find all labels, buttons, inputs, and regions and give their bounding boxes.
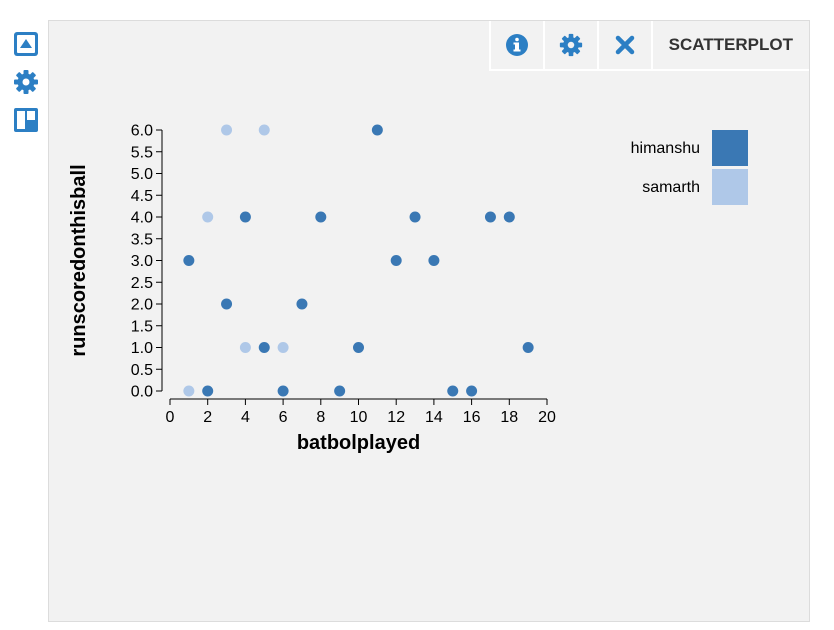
gear-icon — [559, 33, 582, 57]
x-tick-label: 6 — [279, 409, 288, 426]
collapse-up-icon[interactable] — [12, 30, 40, 58]
info-button[interactable] — [488, 21, 543, 71]
y-tick-label: 1.0 — [131, 340, 153, 357]
point-samarth-2[interactable] — [221, 124, 233, 136]
y-tick-label: 2.5 — [131, 275, 153, 292]
x-tick-label: 20 — [538, 409, 556, 426]
point-himanshu-10[interactable] — [371, 124, 383, 136]
axes: 0 2 4 6 8 10 12 14 16 18 20 0.0 0.5 1.0 1.5 2.0 2.5 3.0 3.… — [131, 123, 556, 427]
point-samarth-1[interactable] — [202, 211, 214, 223]
point-himanshu-16[interactable] — [484, 211, 496, 223]
legend-swatch-samarth — [712, 169, 748, 205]
y-tick-label: 5.0 — [131, 166, 153, 183]
close-button[interactable] — [596, 21, 651, 71]
y-axis-title: runscoredonthisball — [68, 164, 90, 356]
point-himanshu-14[interactable] — [447, 385, 459, 397]
point-himanshu-4[interactable] — [258, 342, 270, 353]
point-himanshu-15[interactable] — [466, 385, 478, 397]
legend-swatch-himanshu — [712, 130, 748, 166]
y-tick-label: 0.5 — [131, 362, 153, 379]
x-tick-label: 16 — [463, 409, 481, 426]
chart-type-title: SCATTERPLOT — [650, 21, 809, 71]
y-tick-label: 5.5 — [131, 144, 153, 161]
point-himanshu-13[interactable] — [428, 255, 440, 266]
x-tick-label: 14 — [425, 409, 443, 426]
x-tick-label: 10 — [350, 409, 368, 426]
close-icon — [615, 35, 634, 55]
point-samarth-4[interactable] — [258, 124, 270, 136]
point-himanshu-5[interactable] — [277, 385, 289, 397]
point-himanshu-2[interactable] — [221, 298, 233, 310]
layout-icon[interactable] — [12, 106, 40, 134]
x-tick-label: 2 — [203, 409, 212, 426]
point-himanshu-7[interactable] — [315, 211, 327, 223]
point-samarth-3[interactable] — [239, 342, 251, 353]
info-icon — [505, 34, 528, 56]
y-tick-label: 4.0 — [131, 210, 153, 227]
x-tick-label: 0 — [166, 409, 175, 426]
point-himanshu-3[interactable] — [239, 211, 251, 223]
x-tick-label: 4 — [241, 409, 250, 426]
point-himanshu-0[interactable] — [183, 255, 195, 266]
x-tick-label: 8 — [316, 409, 325, 426]
point-himanshu-17[interactable] — [503, 211, 515, 223]
point-himanshu-18[interactable] — [522, 342, 534, 353]
point-himanshu-1[interactable] — [202, 385, 214, 397]
point-himanshu-6[interactable] — [296, 298, 308, 310]
point-himanshu-8[interactable] — [334, 385, 346, 397]
point-samarth-5[interactable] — [277, 342, 289, 353]
data-points — [183, 124, 534, 397]
x-axis-title: batbolplayed — [297, 432, 420, 454]
toolbar: SCATTERPLOT — [488, 21, 809, 71]
scatter-chart: 0 2 4 6 8 10 12 14 16 18 20 0.0 0.5 1.0 1.5 2.0 2.5 3.0 3.… — [68, 123, 748, 454]
point-himanshu-9[interactable] — [353, 342, 364, 353]
point-himanshu-11[interactable] — [390, 255, 402, 266]
legend-label-himanshu: himanshu — [631, 140, 700, 157]
x-tick-label: 18 — [500, 409, 518, 426]
y-tick-label: 0.0 — [131, 384, 153, 401]
settings-button[interactable] — [542, 21, 597, 71]
y-tick-label: 6.0 — [131, 123, 153, 140]
gear-icon[interactable] — [12, 68, 40, 96]
y-tick-label: 4.5 — [131, 188, 153, 205]
y-tick-label: 3.5 — [131, 231, 153, 248]
legend: himanshu samarth — [631, 130, 748, 205]
legend-label-samarth: samarth — [642, 179, 700, 196]
chart-panel: SCATTERPLOT 0 2 4 6 8 10 12 14 16 18 20 0.0 0.5 1.0 1.… — [48, 20, 810, 622]
y-tick-label: 3.0 — [131, 253, 153, 270]
y-tick-label: 2.0 — [131, 297, 153, 314]
y-tick-label: 1.5 — [131, 318, 153, 335]
point-himanshu-12[interactable] — [409, 211, 421, 223]
point-samarth-0[interactable] — [183, 385, 195, 397]
x-tick-label: 12 — [387, 409, 405, 426]
